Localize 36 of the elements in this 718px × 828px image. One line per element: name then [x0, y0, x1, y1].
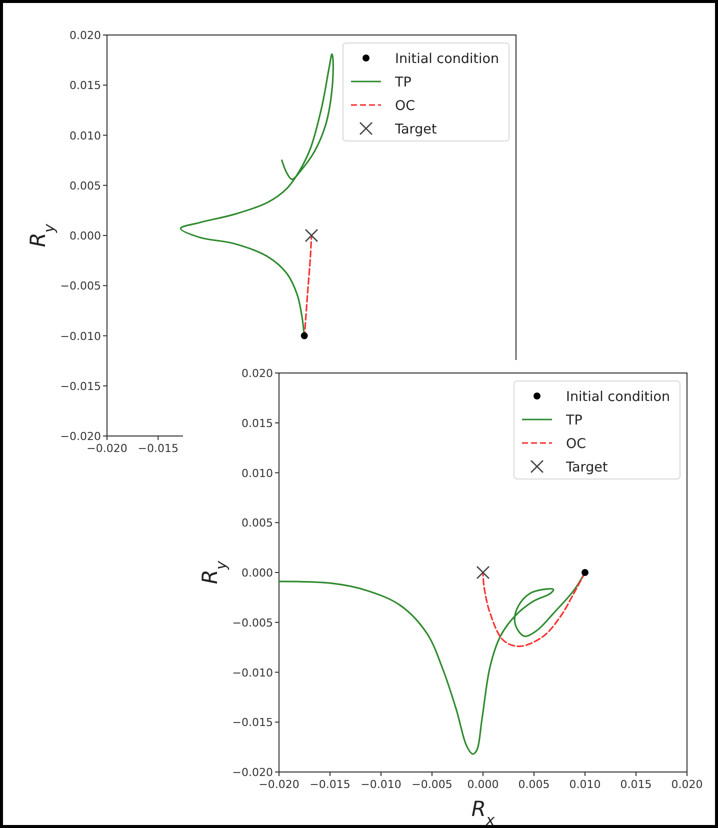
y-tick-label: 0.020 [242, 367, 273, 380]
y-tick-label: 0.005 [70, 179, 101, 192]
y-tick-label: −0.020 [232, 766, 273, 779]
y-tick-label: −0.015 [232, 716, 273, 730]
x-tick-label: −0.005 [412, 778, 452, 791]
legend-label: Target [394, 122, 437, 138]
y-tick-label: −0.020 [60, 430, 101, 443]
y-tick-label: −0.005 [232, 616, 273, 630]
y-tick-label: 0.005 [242, 516, 273, 530]
x-tick-label: 0.015 [620, 778, 652, 791]
x-tick-label: 0.000 [467, 778, 499, 791]
legend-label: OC [566, 436, 586, 452]
x-tick-label: 0.005 [518, 778, 550, 791]
y-tick-label: 0.000 [70, 230, 101, 242]
x-tick-label: −0.020 [258, 778, 300, 791]
y-tick-label: 0.015 [70, 79, 101, 92]
x-tick-label: 0.010 [569, 778, 601, 791]
legend-label: Target [565, 460, 608, 476]
legend-label: TP [565, 412, 582, 428]
x-axis-title: R$_{x}$ [471, 797, 495, 828]
y-tick-label: 0.000 [242, 566, 273, 580]
y-tick-label: 0.010 [242, 466, 273, 480]
legend-label: Initial condition [395, 51, 500, 67]
legend-label: OC [395, 98, 416, 114]
y-tick-label: 0.010 [70, 129, 101, 142]
x-tick-label: 0.020 [671, 778, 703, 791]
y-tick-label: 0.015 [242, 416, 273, 430]
legend-label: TP [394, 74, 412, 90]
y-tick-label: −0.005 [60, 280, 101, 293]
y-tick-label: −0.010 [232, 666, 273, 680]
x-tick-label: −0.015 [310, 778, 350, 791]
x-tick-label: −0.010 [360, 778, 402, 791]
y-tick-label: 0.020 [70, 29, 101, 42]
y-tick-label: −0.015 [60, 380, 101, 393]
legend-label: Initial condition [566, 389, 670, 405]
y-tick-label: −0.010 [60, 330, 101, 343]
